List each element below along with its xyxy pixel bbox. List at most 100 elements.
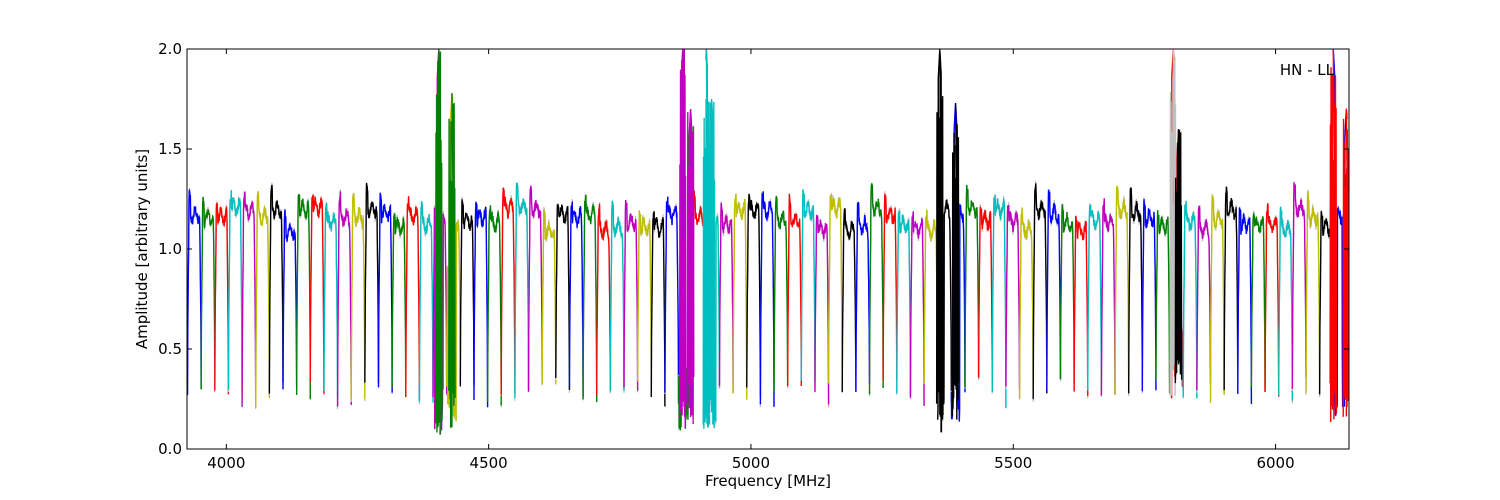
y-axis-label: Amplitude [arbitrary units] <box>133 149 151 349</box>
y-axis-ticks: 0.0 0.5 1.0 1.5 2.0 <box>158 40 1349 458</box>
channel-trace <box>282 209 298 390</box>
channel-trace <box>187 188 202 395</box>
channel-trace <box>650 211 666 407</box>
channel-trace <box>336 191 352 407</box>
channel-trace <box>268 184 284 394</box>
rfi-spike <box>448 92 456 428</box>
x-tick-label: 5500 <box>994 454 1032 472</box>
channel-trace <box>1018 207 1034 399</box>
channel-trace <box>527 185 543 392</box>
channel-trace <box>623 199 639 391</box>
channel-trace <box>964 184 980 388</box>
channel-trace <box>991 194 1007 409</box>
channel-trace <box>241 191 257 407</box>
channel-trace <box>855 201 871 393</box>
channel-trace <box>1114 185 1130 395</box>
channel-trace <box>295 194 311 400</box>
channel-trace <box>391 213 407 397</box>
x-axis-ticks: 4000 4500 5000 5500 6000 <box>207 49 1295 472</box>
plot-annotation: HN - LL <box>1280 61 1335 79</box>
channel-trace <box>1182 200 1198 399</box>
channel-trace <box>746 193 762 397</box>
channel-trace <box>350 192 366 399</box>
y-tick-label: 0.0 <box>158 440 182 458</box>
rfi-spike <box>707 98 716 429</box>
y-tick-label: 2.0 <box>158 40 182 58</box>
channel-trace <box>473 201 489 408</box>
channel-trace <box>214 202 230 395</box>
channel-trace <box>1059 204 1075 384</box>
channel-trace <box>786 193 803 387</box>
rfi-spike <box>1174 128 1183 384</box>
channel-trace <box>1046 189 1062 392</box>
channel-trace <box>1223 186 1239 391</box>
channel-trace <box>514 182 530 399</box>
channel-trace <box>200 197 216 390</box>
channel-trace <box>486 205 502 406</box>
channel-trace <box>718 202 734 391</box>
channel-trace <box>1209 195 1225 403</box>
channel-trace <box>1250 212 1266 392</box>
x-tick-label: 6000 <box>1256 454 1294 472</box>
rfi-spike <box>935 49 944 433</box>
channel-trace <box>541 209 557 385</box>
channel-trace <box>1196 205 1212 391</box>
channel-trace <box>1141 199 1157 392</box>
channel-trace <box>664 196 680 404</box>
channel-trace <box>1237 207 1253 405</box>
y-tick-label: 0.5 <box>158 340 182 358</box>
channel-trace <box>923 209 939 390</box>
rfi-spike <box>678 49 687 429</box>
channel-trace <box>1073 215 1089 396</box>
channel-trace <box>814 214 830 405</box>
channel-trace <box>596 203 612 396</box>
x-axis-label: Frequency [MHz] <box>705 472 831 490</box>
channel-trace <box>1087 204 1103 393</box>
channel-trace <box>582 194 598 403</box>
channel-trace <box>1278 206 1294 401</box>
channel-trace <box>1005 204 1021 391</box>
rfi-spike <box>686 108 695 425</box>
channel-trace <box>896 210 912 397</box>
channel-trace <box>500 187 516 396</box>
channel-trace <box>568 201 584 397</box>
channel-trace <box>1127 187 1144 394</box>
x-tick-label: 4000 <box>207 454 245 472</box>
channel-trace <box>800 189 816 383</box>
channel-trace <box>555 204 571 390</box>
channel-trace <box>1264 203 1280 397</box>
channel-trace <box>364 182 380 383</box>
channel-trace <box>759 191 775 407</box>
channel-trace <box>909 211 925 406</box>
y-tick-label: 1.5 <box>158 140 182 158</box>
channel-trace <box>882 193 898 382</box>
channel-trace <box>418 201 434 403</box>
series-traces <box>187 49 1349 435</box>
x-tick-label: 4500 <box>470 454 508 472</box>
channel-trace <box>827 194 843 392</box>
channel-trace <box>609 200 625 392</box>
channel-trace <box>773 195 789 394</box>
channel-trace <box>227 190 243 394</box>
channel-trace <box>459 199 475 387</box>
channel-trace <box>255 190 271 408</box>
channel-trace <box>868 183 884 395</box>
rfi-spike <box>951 102 960 420</box>
channel-trace <box>1032 183 1048 400</box>
channel-trace <box>377 192 393 393</box>
channel-trace <box>405 196 421 400</box>
channel-trace <box>1291 182 1307 390</box>
channel-trace <box>732 194 748 400</box>
x-tick-label: 5000 <box>732 454 770 472</box>
channel-trace <box>977 206 993 389</box>
channel-trace <box>1305 191 1321 393</box>
channel-trace <box>1155 210 1171 394</box>
channel-trace <box>1100 198 1116 396</box>
rfi-spike <box>434 49 443 435</box>
channel-trace <box>323 202 339 399</box>
channel-trace <box>841 207 857 392</box>
channel-trace <box>636 210 652 387</box>
rfi-spike <box>1329 49 1338 423</box>
channel-trace <box>705 49 721 428</box>
